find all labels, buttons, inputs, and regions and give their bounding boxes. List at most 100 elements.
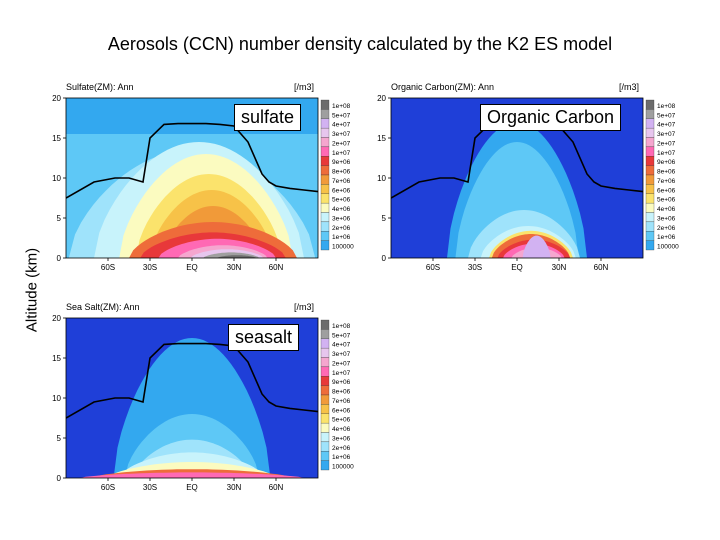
sea-salt-colorbar-cell [320, 338, 330, 349]
sulfate-x-tick-label: EQ [186, 263, 198, 272]
organic-carbon-colorbar-label: 1e+08 [657, 103, 676, 110]
sea-salt-colorbar-cell [320, 460, 330, 471]
sulfate-field [66, 98, 318, 258]
sulfate-panel: Sulfate(ZM): Ann [/m3] 0 5 10 15 20 60S 30S EQ 30N… [30, 70, 360, 280]
sea-salt-y-tick-label: 0 [57, 474, 62, 483]
sulfate-colorbar-cell [320, 99, 330, 110]
sulfate-colorbar-cell [320, 221, 330, 232]
sulfate-colorbar-label: 4e+07 [332, 122, 351, 129]
organic-carbon-colorbar-cell [645, 231, 655, 241]
sea-salt-colorbar-label: 4e+07 [332, 342, 351, 349]
sea-salt-colorbar-label: 4e+06 [332, 426, 351, 433]
sea-salt-colorbar-label: 6e+06 [332, 407, 351, 414]
organic-carbon-colorbar-cell [645, 165, 655, 176]
sulfate-colorbar-label: 1e+06 [332, 234, 351, 241]
sulfate-colorbar-label: 3e+07 [332, 131, 351, 138]
sea-salt-colorbar-label: 1e+06 [332, 454, 351, 461]
organic-carbon-colorbar-label: 8e+06 [657, 169, 676, 176]
sea-salt-colorbar-label: 100000 [332, 464, 354, 471]
sulfate-colorbar-cell [320, 212, 330, 223]
organic-carbon-colorbar-cell [645, 202, 655, 213]
sulfate-colorbar-cell [320, 165, 330, 176]
organic-carbon-colorbar-label: 5e+06 [657, 197, 676, 204]
sea-salt-colorbar-cell [320, 394, 330, 405]
sea-salt-colorbar-cell [320, 441, 330, 452]
sulfate-panel-title: Sulfate(ZM): Ann [66, 82, 134, 92]
sulfate-plot: Sulfate(ZM): Ann [/m3] 0 5 10 15 20 60S 30S EQ 30N… [52, 82, 354, 272]
sulfate-colorbar-cell [320, 156, 330, 166]
organic-carbon-colorbar-cell [645, 212, 655, 223]
organic-carbon-colorbar-label: 3e+07 [657, 131, 676, 138]
sulfate-y-tick-label: 15 [52, 134, 61, 143]
sulfate-colorbar-cell [320, 231, 330, 241]
organic-carbon-y-tick-label: 0 [382, 254, 387, 263]
sulfate-y-tick-label: 20 [52, 94, 61, 103]
sulfate-x-tick-label: 60S [101, 263, 115, 272]
sulfate-units: [/m3] [294, 82, 314, 92]
organic-carbon-x-tick-label: EQ [511, 263, 523, 272]
sea-salt-colorbar-label: 5e+06 [332, 417, 351, 424]
sulfate-colorbar-cell [320, 240, 330, 251]
organic-carbon-contour-band [522, 235, 551, 258]
organic-carbon-colorbar-cell [645, 184, 655, 194]
sulfate-colorbar-cell [320, 193, 330, 204]
sea-salt-units: [/m3] [294, 302, 314, 312]
sulfate-x-tick-label: 30S [143, 263, 157, 272]
sulfate-colorbar-label: 3e+06 [332, 215, 351, 222]
sea-salt-colorbar-label: 2e+07 [332, 360, 351, 367]
organic-carbon-colorbar-cell [645, 109, 655, 119]
sea-salt-colorbar-cell [320, 404, 330, 414]
organic-carbon-x-tick-label: 30S [468, 263, 482, 272]
organic-carbon-colorbar-label: 5e+07 [657, 112, 676, 119]
organic-carbon-colorbar-cell [645, 146, 655, 157]
sulfate-colorbar-label: 7e+06 [332, 178, 351, 185]
sulfate-colorbar-cell [320, 109, 330, 119]
organic-carbon-colorbar-label: 2e+06 [657, 225, 676, 232]
sulfate-colorbar-cell [320, 118, 330, 129]
sea-salt-panel: Sea Salt(ZM): Ann [/m3] 0 5 10 15 20 60S 30S EQ 30… [30, 290, 360, 500]
sea-salt-y-tick-label: 5 [57, 434, 62, 443]
sulfate-x-tick-label: 60N [269, 263, 284, 272]
sea-salt-colorbar-cell [320, 385, 330, 396]
sea-salt-colorbar-cell [320, 413, 330, 424]
sea-salt-plot: Sea Salt(ZM): Ann [/m3] 0 5 10 15 20 60S 30S EQ 30… [52, 302, 354, 492]
sea-salt-colorbar-cell [320, 376, 330, 386]
sea-salt-colorbar-label: 1e+07 [332, 370, 351, 377]
sea-salt-colorbar-label: 5e+07 [332, 332, 351, 339]
sea-salt-colorbar-cell [320, 347, 330, 358]
sulfate-colorbar-cell [320, 146, 330, 157]
organic-carbon-colorbar-label: 100000 [657, 244, 679, 251]
sulfate-callout: sulfate [234, 104, 302, 131]
sulfate-colorbar-label: 5e+07 [332, 112, 351, 119]
sea-salt-tropopause-line [66, 342, 318, 419]
sulfate-tropopause-line [66, 122, 318, 199]
organic-carbon-colorbar-label: 3e+06 [657, 215, 676, 222]
sea-salt-x-tick-label: 30S [143, 483, 157, 492]
sulfate-y-tick-label: 10 [52, 174, 61, 183]
sulfate-colorbar-label: 9e+06 [332, 159, 351, 166]
organic-carbon-colorbar-label: 6e+06 [657, 187, 676, 194]
page-title: Aerosols (CCN) number density calculated… [107, 34, 613, 54]
sulfate-colorbar-label: 4e+06 [332, 206, 351, 213]
sea-salt-contour-band [80, 472, 304, 478]
sea-salt-field [66, 318, 318, 478]
sulfate-colorbar-label: 1e+07 [332, 150, 351, 157]
organic-carbon-field [391, 98, 643, 258]
sea-salt-y-tick-label: 20 [52, 314, 61, 323]
sea-salt-colorbar-label: 2e+06 [332, 445, 351, 452]
organic-carbon-colorbar-cell [645, 240, 655, 251]
organic-carbon-colorbar-cell [645, 221, 655, 232]
organic-carbon-y-tick-label: 5 [382, 214, 387, 223]
sulfate-colorbar-cell [320, 184, 330, 194]
sulfate-colorbar-cell [320, 127, 330, 138]
sea-salt-colorbar-label: 7e+06 [332, 398, 351, 405]
sulfate-colorbar-label: 1e+08 [332, 103, 351, 110]
organic-carbon-colorbar-cell [645, 137, 655, 148]
sulfate-y-tick-label: 5 [57, 214, 62, 223]
sea-salt-colorbar-cell [320, 357, 330, 368]
organic-carbon-plot: Organic Carbon(ZM): Ann [/m3] 0 5 10 15 20 60S 3… [377, 82, 679, 272]
sulfate-colorbar-cell [320, 202, 330, 213]
sea-salt-colorbar-cell [320, 432, 330, 443]
sea-salt-colorbar-cell [320, 422, 330, 433]
sea-salt-colorbar-label: 3e+06 [332, 435, 351, 442]
